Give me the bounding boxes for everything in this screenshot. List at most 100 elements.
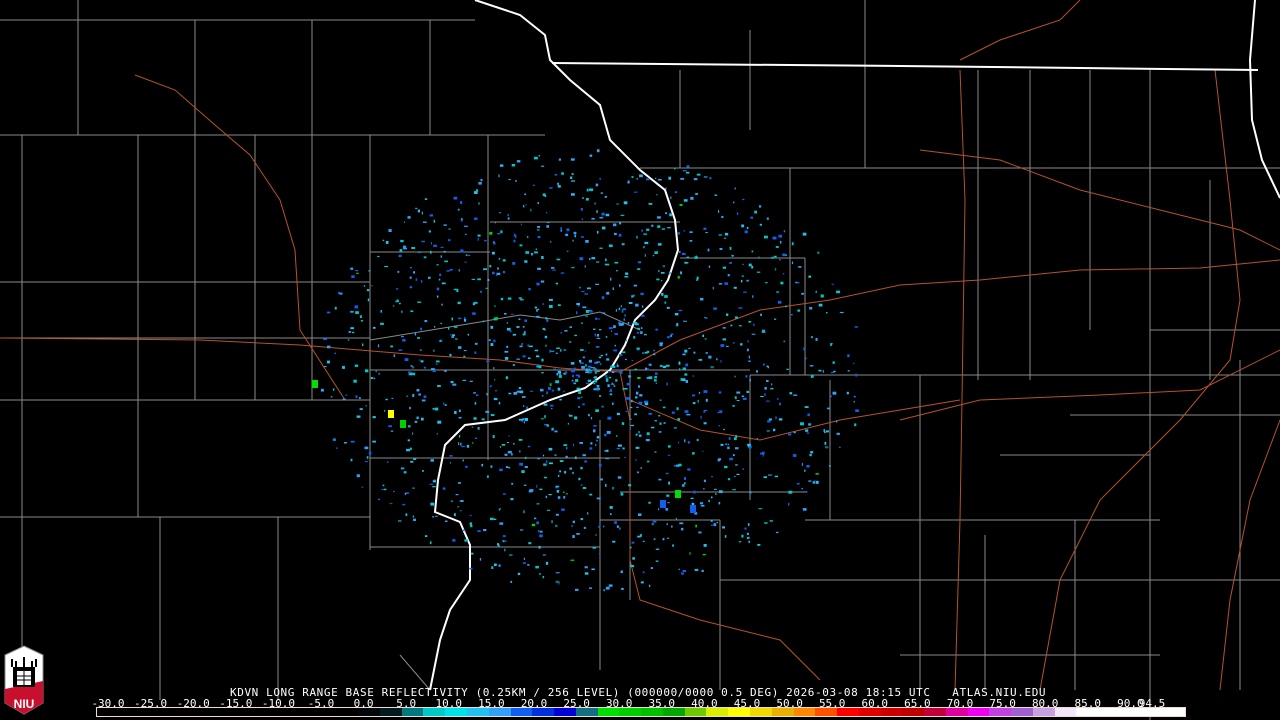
radar-echo — [702, 553, 706, 556]
radar-echo — [792, 454, 797, 457]
radar-echo — [324, 366, 327, 368]
radar-echo — [669, 271, 671, 275]
radar-echo — [666, 494, 670, 497]
radar-echo — [572, 239, 574, 242]
radar-echo — [770, 387, 774, 390]
radar-echo — [403, 245, 406, 248]
radar-echo — [625, 339, 627, 342]
radar-echo — [547, 509, 550, 511]
radar-echo — [584, 566, 588, 569]
radar-echo — [610, 388, 612, 392]
radar-echoes — [312, 149, 859, 592]
radar-echo — [438, 278, 441, 281]
radar-echo — [555, 513, 559, 516]
radar-echo — [539, 530, 543, 533]
radar-echo — [648, 203, 653, 205]
radar-echo — [467, 333, 469, 336]
radar-echo — [620, 492, 624, 496]
radar-echo — [818, 369, 822, 372]
radar-echo — [614, 344, 616, 347]
radar-echo — [392, 305, 395, 307]
radar-echo — [764, 235, 768, 239]
radar-echo — [789, 392, 793, 395]
radar-echo — [516, 326, 520, 328]
radar-echo — [628, 484, 632, 487]
radar-echo — [613, 223, 617, 227]
radar-echo — [681, 572, 684, 575]
radar-echo — [354, 364, 359, 367]
radar-echo — [368, 270, 371, 272]
radar-echo — [585, 368, 588, 372]
radar-echo — [450, 381, 454, 384]
radar-echo — [526, 406, 528, 410]
radar-echo — [659, 399, 662, 401]
radar-echo — [684, 262, 688, 264]
radar-echo — [756, 271, 761, 273]
radar-echo — [629, 418, 632, 420]
radar-echo — [583, 314, 586, 317]
radar-echo — [372, 416, 376, 419]
radar-echo — [675, 325, 679, 327]
radar-echo — [532, 184, 535, 186]
radar-echo — [407, 216, 411, 219]
colorbar-swatch — [880, 708, 903, 716]
colorbar-swatch — [336, 708, 359, 716]
radar-echo — [756, 438, 758, 439]
radar-echo — [583, 526, 586, 529]
radar-echo — [614, 521, 617, 524]
radar-echo — [504, 350, 509, 353]
radar-echo — [401, 310, 403, 313]
radar-echo — [727, 478, 731, 481]
radar-echo — [678, 361, 680, 363]
radar-echo — [645, 178, 650, 181]
radar-echo — [497, 267, 499, 270]
radar-echo — [408, 372, 412, 376]
radar-echo — [400, 239, 404, 243]
radar-echo — [563, 495, 566, 499]
radar-echo — [808, 423, 812, 426]
radar-echo — [806, 465, 810, 468]
radar-echo — [558, 375, 562, 378]
radar-echo — [620, 305, 622, 308]
radar-echo — [687, 262, 689, 264]
radar-echo — [629, 426, 631, 430]
radar-echo — [853, 362, 855, 365]
radar-echo — [530, 208, 532, 212]
radar-echo — [545, 460, 548, 463]
radar-echo — [578, 406, 580, 408]
radar-echo — [453, 288, 458, 291]
radar-echo — [452, 383, 457, 386]
colorbar-swatch — [706, 708, 729, 716]
radar-echo — [686, 165, 690, 168]
radar-echo — [657, 243, 662, 246]
radar-echo — [690, 497, 694, 499]
colorbar-swatch — [1098, 708, 1120, 716]
radar-echo — [499, 446, 501, 448]
radar-echo — [558, 582, 560, 585]
radar-echo — [817, 251, 820, 254]
radar-echo — [766, 400, 770, 402]
radar-echo — [536, 309, 538, 312]
radar-echo — [593, 379, 598, 383]
radar-echo — [455, 494, 459, 496]
radar-echo — [692, 394, 696, 397]
radar-echo — [624, 276, 629, 278]
radar-echo — [684, 373, 688, 376]
radar-echo — [638, 431, 640, 434]
radar-echo — [491, 251, 495, 255]
radar-echo — [536, 229, 540, 231]
colorbar-swatch — [771, 708, 794, 716]
radar-echo — [620, 570, 623, 574]
radar-echo — [513, 443, 515, 445]
radar-echo — [479, 558, 482, 561]
radar-echo — [654, 376, 657, 379]
radar-echo — [653, 538, 656, 540]
radar-echo — [365, 405, 367, 407]
radar-echo — [700, 504, 705, 507]
radar-echo — [651, 224, 654, 227]
radar-echo — [788, 490, 793, 494]
radar-echo — [483, 529, 487, 532]
radar-echo — [723, 338, 725, 340]
radar-echo — [439, 340, 442, 342]
radar-echo — [716, 522, 719, 524]
